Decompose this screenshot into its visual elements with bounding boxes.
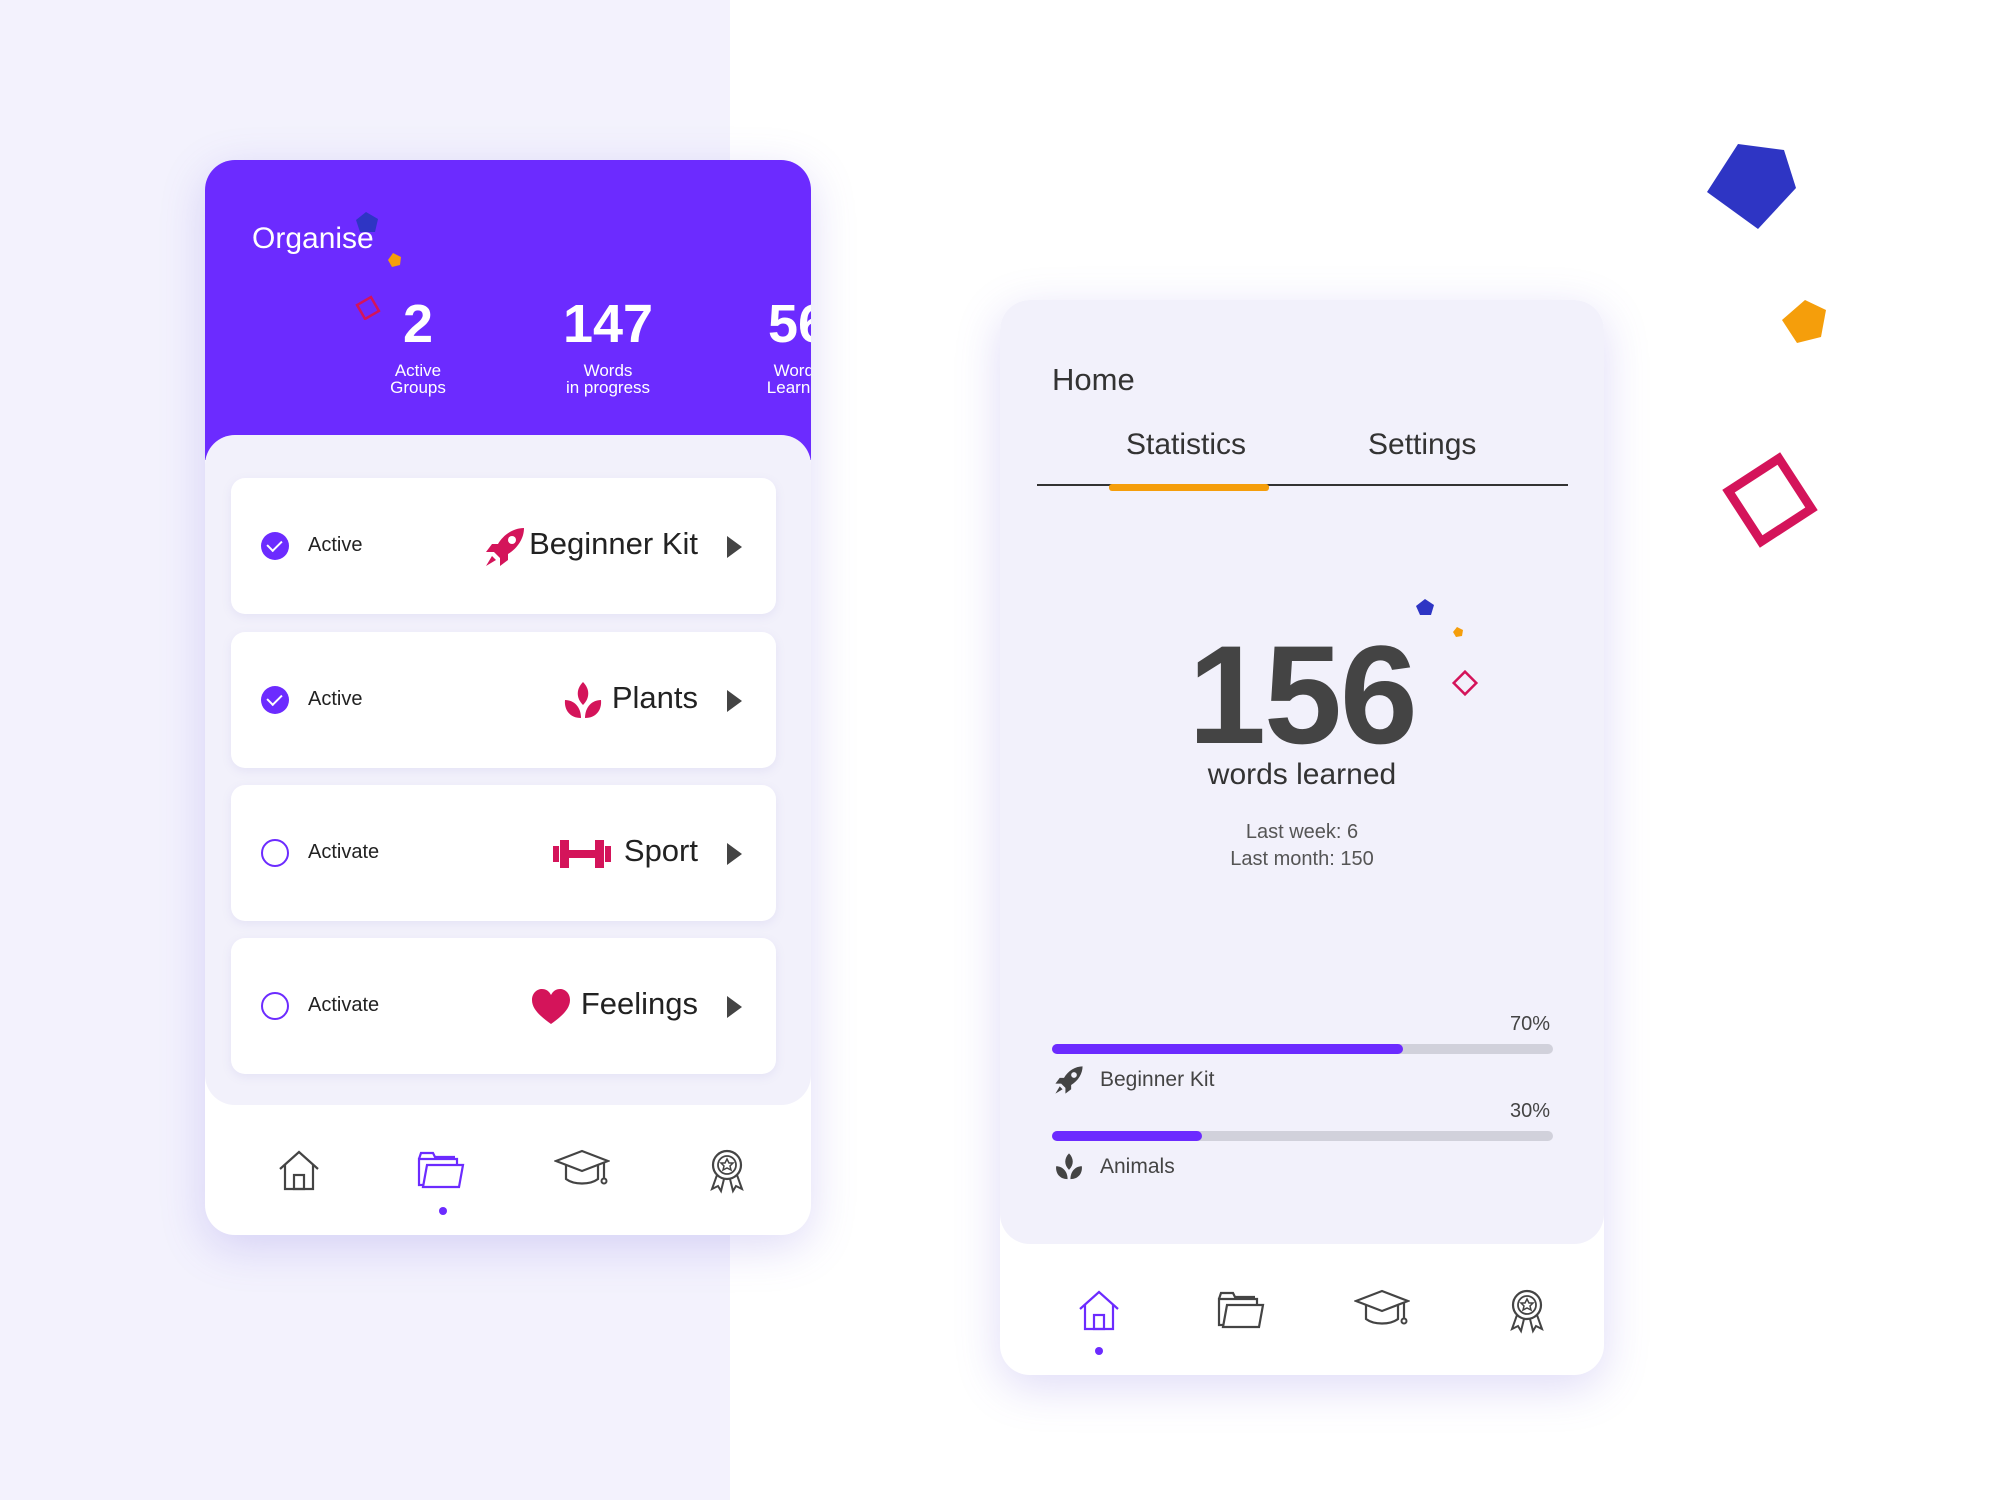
stat-words-in-progress: 147 Words in progress	[508, 294, 708, 396]
active-nav-indicator	[1095, 1347, 1103, 1355]
decorative-shapes	[1707, 144, 1826, 548]
page-title: Organise	[252, 222, 374, 255]
chevron-right-icon[interactable]	[727, 536, 742, 558]
progress-bar-animals	[1052, 1131, 1553, 1141]
rocket-icon	[1055, 1066, 1083, 1094]
stat-value: 56	[767, 294, 811, 354]
stat-value: 147	[562, 294, 654, 354]
checkbox-checked[interactable]	[261, 686, 289, 714]
words-learned-label: words learned	[1207, 758, 1397, 791]
last-week-stat: Last week: 6	[1245, 821, 1359, 843]
folder-icon[interactable]	[1215, 1285, 1265, 1335]
confetti-decoration	[355, 212, 401, 320]
group-status: Activate	[308, 841, 380, 863]
group-card-sport[interactable]: Activate Sport	[231, 785, 776, 921]
plant-icon	[564, 682, 602, 718]
chevron-right-icon[interactable]	[727, 996, 742, 1018]
tab-settings[interactable]: Settings	[1368, 428, 1477, 461]
tab-statistics[interactable]: Statistics	[1126, 428, 1247, 461]
home-icon[interactable]	[1074, 1285, 1124, 1335]
graduation-cap-icon[interactable]	[554, 1145, 610, 1195]
stat-label: WordsLearned	[766, 361, 811, 397]
checkbox-unchecked[interactable]	[261, 839, 289, 867]
page-title: Home	[1052, 362, 1135, 397]
stat-words-learned: 56 WordsLearned	[698, 294, 811, 396]
group-status: Activate	[308, 994, 380, 1016]
progress-label: Beginner Kit	[1100, 1068, 1215, 1091]
group-name: Plants	[611, 680, 698, 715]
group-list: Active Beginner Kit Active Plants Ac	[205, 435, 811, 1105]
group-card-feelings[interactable]: Activate Feelings	[231, 938, 776, 1074]
award-icon[interactable]	[1502, 1285, 1552, 1335]
bottom-nav	[1000, 1255, 1604, 1375]
dumbbell-icon	[553, 840, 611, 868]
bottom-nav	[205, 1115, 811, 1235]
folder-icon[interactable]	[415, 1145, 465, 1195]
progress-fill	[1052, 1044, 1403, 1054]
plant-icon	[1056, 1153, 1082, 1180]
words-learned-count: 156	[1188, 616, 1418, 773]
home-screen: Home Statistics Settings 156 words learn…	[1000, 300, 1604, 1375]
chevron-right-icon[interactable]	[727, 843, 742, 865]
tab-divider	[1037, 484, 1568, 486]
progress-label: Animals	[1100, 1155, 1175, 1178]
stat-label: Words in progress	[565, 361, 651, 397]
group-status: Active	[308, 688, 363, 710]
progress-percent: 30%	[1509, 1100, 1550, 1122]
group-card-plants[interactable]: Active Plants	[231, 632, 776, 768]
home-icon[interactable]	[274, 1145, 324, 1195]
group-name: Beginner Kit	[529, 526, 698, 561]
heart-icon	[532, 989, 570, 1024]
stat-value: 2	[402, 294, 434, 354]
confetti-decoration	[1416, 599, 1479, 697]
orange-pentagon	[1782, 300, 1826, 343]
checkbox-unchecked[interactable]	[261, 992, 289, 1020]
chevron-right-icon[interactable]	[727, 690, 742, 712]
award-icon[interactable]	[702, 1145, 752, 1195]
group-name: Feelings	[580, 986, 698, 1021]
blue-pentagon	[1707, 144, 1796, 229]
group-name: Sport	[623, 833, 698, 868]
organise-header: Organise 2 Active Groups 147 Words in prog…	[205, 160, 811, 460]
graduation-cap-icon[interactable]	[1354, 1285, 1410, 1335]
progress-fill	[1052, 1131, 1203, 1141]
stat-active-groups: 2 Active Groups	[318, 294, 518, 396]
home-content: Home Statistics Settings 156 words learn…	[1000, 300, 1604, 1244]
progress-percent: 70%	[1509, 1013, 1550, 1035]
last-month-stat: Last month: 150	[1230, 848, 1374, 870]
active-nav-indicator	[439, 1207, 447, 1215]
progress-bar-beginner-kit	[1052, 1044, 1553, 1054]
group-card-beginner-kit[interactable]: Active Beginner Kit	[231, 478, 776, 614]
group-status: Active	[308, 534, 363, 556]
checkbox-checked[interactable]	[261, 532, 289, 560]
active-tab-indicator	[1109, 484, 1269, 491]
pink-square	[1722, 452, 1818, 548]
rocket-icon	[486, 528, 524, 566]
organise-screen: Organise 2 Active Groups 147 Words in prog…	[205, 160, 811, 1235]
stat-label: Active Groups	[390, 361, 446, 397]
